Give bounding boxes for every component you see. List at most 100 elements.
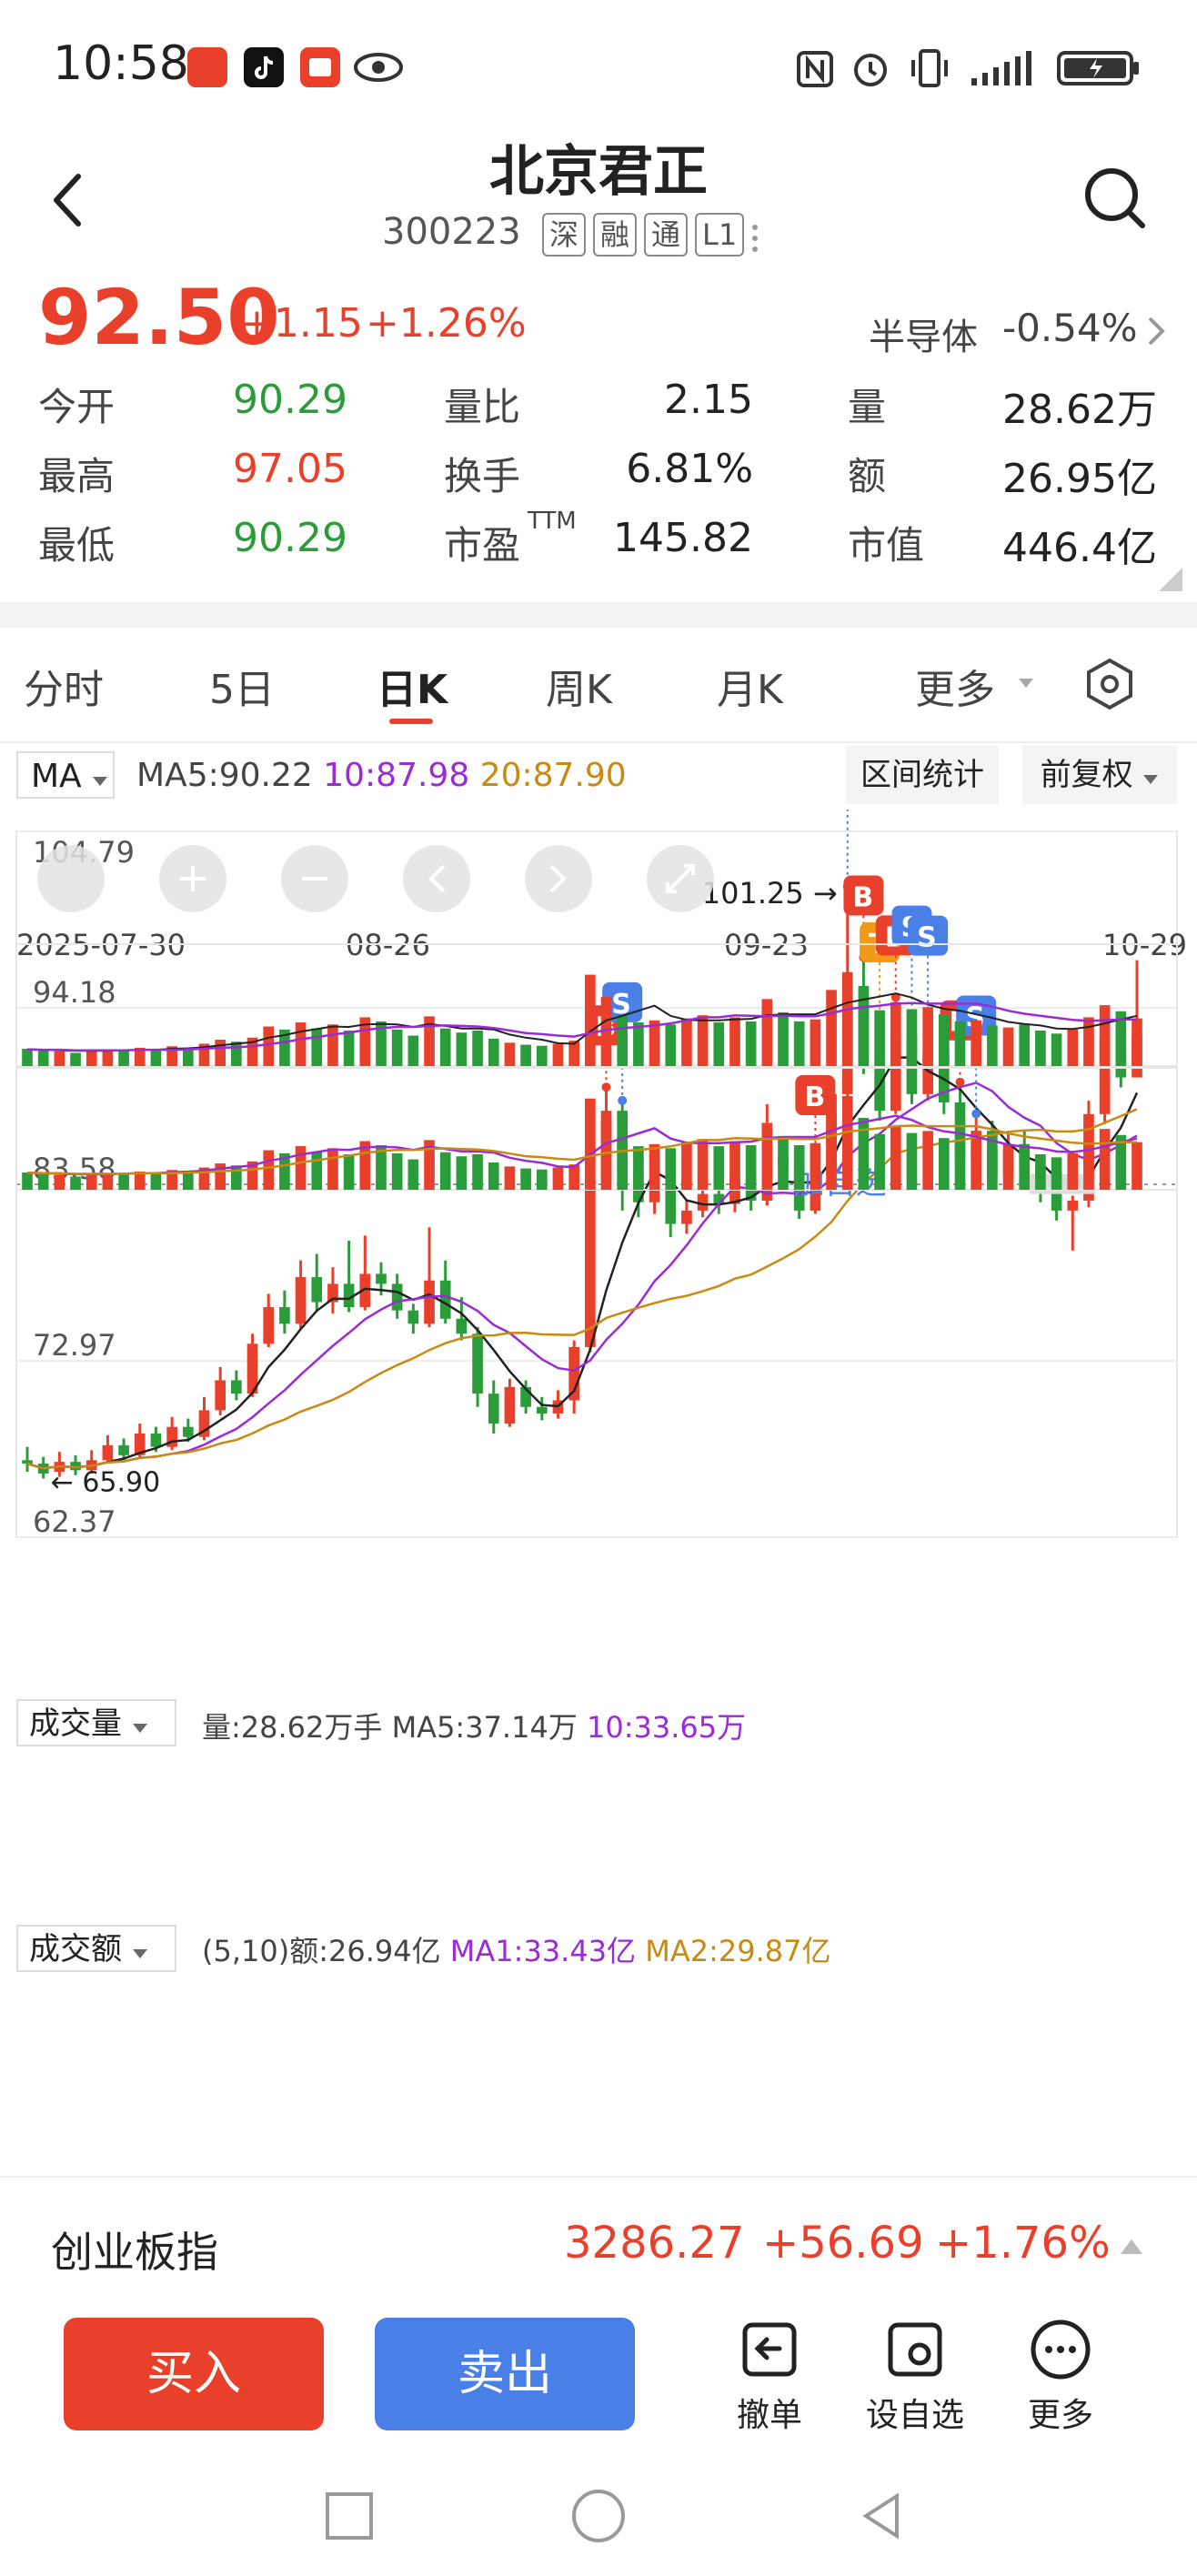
signal-dot [618, 1095, 628, 1105]
tab-weekly-k[interactable]: 周K [546, 667, 612, 713]
volume-bar [22, 1049, 33, 1066]
signal-icon [971, 51, 1031, 86]
amount-bar [150, 1173, 162, 1190]
sector-name[interactable]: 半导体 [869, 317, 978, 358]
current-price: 92.50 [38, 273, 280, 362]
amount-bar [54, 1174, 65, 1190]
candle-body [1067, 1200, 1079, 1211]
candle-body [150, 1434, 162, 1447]
volume-bar [890, 1001, 901, 1066]
ma20-line [26, 1108, 1138, 1470]
volume-bar [1035, 1030, 1046, 1066]
amount-bar [376, 1144, 387, 1190]
settings-hexagon-icon[interactable] [1082, 657, 1137, 711]
add-watchlist-button[interactable]: 设自选 [860, 2318, 970, 2436]
volume-bar [70, 1052, 81, 1066]
quote-label: 额 [848, 454, 887, 498]
amount-bar [552, 1167, 564, 1190]
back-arrow-icon[interactable] [44, 164, 95, 236]
amount-bar [520, 1168, 531, 1190]
status-time: 10:58 [53, 36, 189, 91]
volume-bar [215, 1039, 226, 1066]
volume-bar [552, 1043, 564, 1066]
tab-monthly-k[interactable]: 月K [717, 667, 783, 713]
tab-daily-k[interactable]: 日K [377, 667, 448, 713]
candle-body [488, 1394, 499, 1424]
quote-label: 今开 [38, 385, 116, 429]
tab-intraday[interactable]: 分时 [24, 667, 104, 713]
expand-corner-icon[interactable] [1157, 566, 1184, 593]
nav-back-icon[interactable] [862, 2492, 899, 2540]
ma-indicator-select[interactable]: MA [16, 751, 115, 799]
volume-bar [182, 1047, 194, 1066]
volume-bar [793, 1021, 805, 1066]
expand-up-icon[interactable] [1119, 2238, 1144, 2256]
eye-icon [354, 53, 403, 82]
volume-select-label: 成交量 [29, 1706, 122, 1742]
amount-pane-frame [15, 1067, 1178, 1191]
more-actions-button[interactable]: 更多 [1006, 2318, 1115, 2436]
volume-bar [745, 1021, 757, 1066]
candle-body [922, 1052, 933, 1094]
signal-dot [971, 1109, 981, 1119]
nav-home-icon[interactable] [572, 2490, 625, 2542]
amount-bar [439, 1152, 451, 1190]
quote-label: 换手 [444, 454, 521, 498]
volume-bar [134, 1047, 146, 1066]
volume-bar [874, 1010, 885, 1066]
buy-button[interactable]: 买入 [64, 2318, 324, 2430]
cancel-order-button[interactable]: 撤单 [715, 2318, 824, 2436]
amount-bar [166, 1170, 177, 1190]
amount-bar [971, 1143, 982, 1190]
index-bar[interactable] [0, 2176, 1197, 2314]
range-stats-button[interactable]: 区间统计 [846, 746, 999, 804]
volume-bar [295, 1022, 307, 1066]
ma20-value: 20:87.90 [479, 757, 627, 794]
chevron-right-icon[interactable] [1144, 315, 1168, 347]
cancel-order-label: 撤单 [736, 2397, 802, 2434]
more-dots-icon[interactable] [749, 222, 760, 255]
sell-button[interactable]: 卖出 [375, 2318, 635, 2430]
pan-right-icon[interactable] [525, 845, 592, 912]
price-change-pct: +1.26% [366, 300, 527, 347]
candle-body [311, 1277, 323, 1303]
amount-bar [697, 1139, 709, 1190]
amount-legend-ma1: MA1:33.43亿 [449, 1934, 637, 1968]
adjust-select[interactable]: 前复权 [1022, 746, 1177, 804]
signal-label: B [804, 1082, 825, 1113]
candle-body [424, 1280, 435, 1324]
signal-dot [955, 1077, 965, 1087]
tab-5day[interactable]: 5日 [209, 667, 275, 713]
nav-recents-icon[interactable] [326, 2492, 373, 2540]
zoom-back-icon[interactable] [37, 845, 105, 912]
candle-body [70, 1462, 81, 1471]
candle-body [472, 1333, 483, 1394]
volume-bar [600, 997, 612, 1066]
amount-bar [617, 1138, 629, 1190]
search-icon[interactable] [1079, 162, 1152, 235]
pan-left-icon[interactable] [403, 845, 470, 912]
volume-bar [472, 1030, 483, 1066]
volume-bar [166, 1046, 177, 1066]
volume-indicator-select[interactable]: 成交量 [16, 1699, 176, 1746]
tag-rong: 融 [593, 213, 638, 257]
more-actions-label: 更多 [1027, 2397, 1093, 2434]
tab-more[interactable]: 更多 [915, 667, 995, 713]
volume-bar [86, 1051, 97, 1066]
add-watchlist-tag[interactable]: 加自选 [794, 1165, 887, 1202]
volume-bar [1115, 1011, 1127, 1066]
amount-bar [424, 1140, 435, 1190]
amount-legend-ma2: MA2:29.87亿 [645, 1934, 831, 1968]
sector-pct[interactable]: -0.54% [1002, 306, 1138, 350]
zoom-in-glyph [180, 866, 206, 891]
volume-bar [488, 1038, 499, 1066]
stock-name: 北京君正 [489, 140, 708, 204]
pan-right-glyph [549, 864, 567, 893]
amount-bar [134, 1171, 146, 1190]
amount-bar [118, 1174, 129, 1190]
index-name[interactable]: 创业板指 [51, 2228, 218, 2277]
candle-body [279, 1307, 290, 1324]
candle-body [1051, 1190, 1062, 1211]
amount-indicator-select[interactable]: 成交额 [16, 1925, 176, 1972]
